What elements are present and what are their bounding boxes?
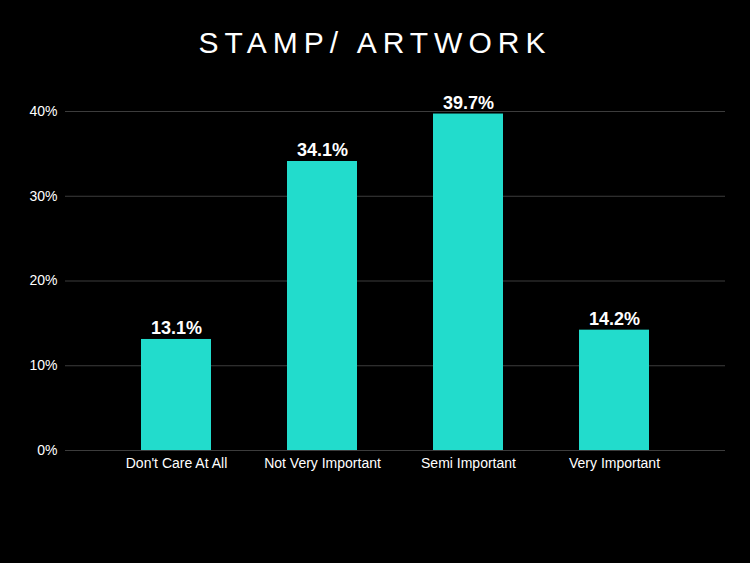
- svg-text:30%: 30%: [29, 188, 57, 204]
- svg-text:Semi Important: Semi Important: [421, 455, 516, 471]
- svg-text:13.1%: 13.1%: [151, 318, 202, 338]
- svg-text:20%: 20%: [29, 272, 57, 288]
- svg-text:14.2%: 14.2%: [589, 309, 640, 329]
- svg-text:34.1%: 34.1%: [297, 140, 348, 160]
- svg-text:10%: 10%: [29, 357, 57, 373]
- svg-text:Very Important: Very Important: [569, 455, 660, 471]
- svg-text:39.7%: 39.7%: [443, 93, 494, 113]
- svg-text:Not Very Important: Not Very Important: [264, 455, 381, 471]
- svg-text:0%: 0%: [37, 442, 57, 458]
- svg-text:Don't Care At All: Don't Care At All: [126, 455, 228, 471]
- html-text:STAMP/ ARTWORK: STAMP/ ARTWORK: [198, 26, 552, 59]
- svg-text:40%: 40%: [29, 103, 57, 119]
